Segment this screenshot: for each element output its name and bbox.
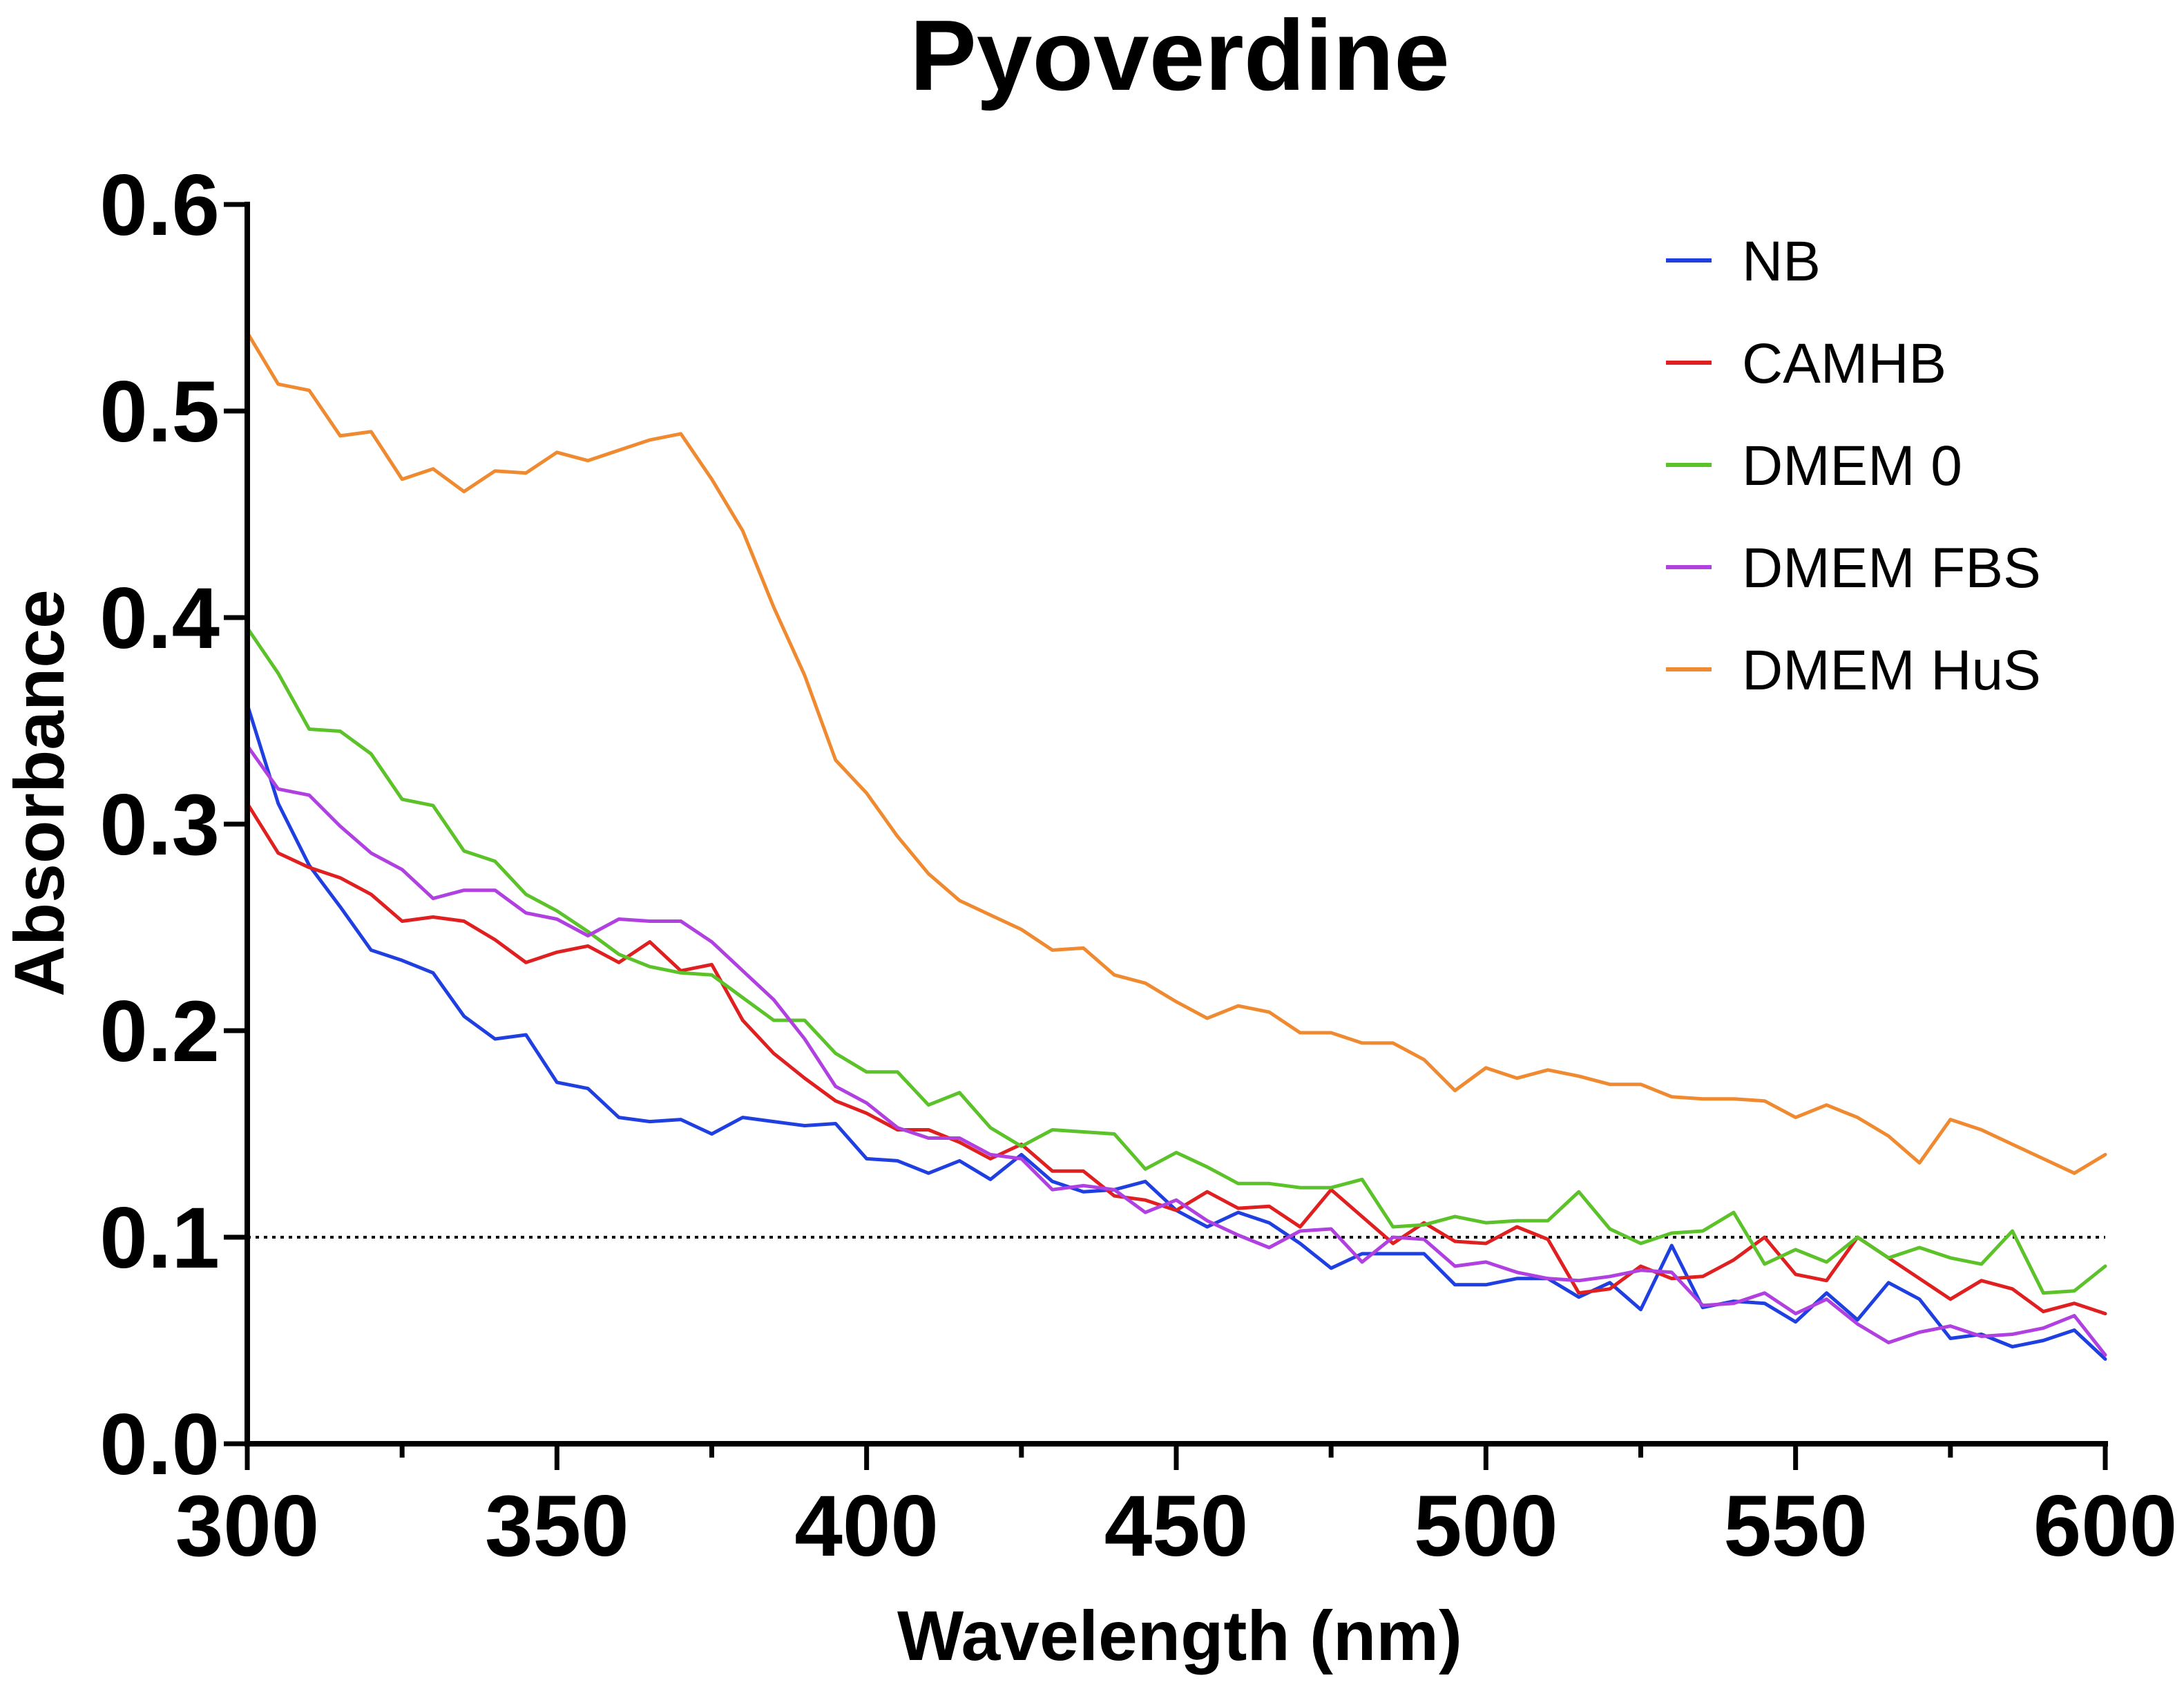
series-line-dmem-hus [245, 330, 2107, 1175]
x-tick-label: 450 [1104, 1478, 1249, 1574]
x-tick-label: 350 [485, 1478, 629, 1574]
legend-label: NB [1742, 230, 1821, 293]
legend-label: DMEM FBS [1742, 537, 2041, 600]
series-line-dmem-fbs [245, 743, 2107, 1357]
chart-title: Pyoverdine [910, 0, 1450, 111]
y-tick-label: 0.4 [99, 571, 220, 667]
legend-label: DMEM 0 [1742, 435, 1962, 497]
x-tick-label: 500 [1414, 1478, 1558, 1574]
y-tick-label: 0.5 [99, 364, 220, 460]
x-tick-label: 400 [794, 1478, 939, 1574]
plot-area: 0.0 0.1 0.2 0.3 0.4 0.5 0.6 300 350 400 450 500 550 6… [99, 158, 2177, 1574]
legend: NB CAMHB DMEM 0 DMEM FBS DMEM HuS [1666, 230, 2041, 702]
x-tick-label: 300 [175, 1478, 320, 1574]
y-tick-label: 0.1 [99, 1190, 220, 1286]
series-line-dmem-0 [245, 626, 2107, 1295]
y-tick-label: 0.6 [99, 158, 220, 254]
x-axis-label: Wavelength (nm) [897, 1596, 1462, 1675]
legend-label: CAMHB [1742, 332, 1946, 395]
x-tick-label: 600 [2033, 1478, 2178, 1574]
x-tick-label: 550 [1723, 1478, 1868, 1574]
y-axis-label: Absorbance [0, 589, 79, 997]
y-tick-label: 0.3 [99, 777, 220, 873]
y-tick-label: 0.2 [99, 984, 220, 1080]
legend-label: DMEM HuS [1742, 639, 2041, 702]
series-line-camhb [245, 801, 2107, 1316]
y-tick-label: 0.0 [99, 1397, 220, 1493]
